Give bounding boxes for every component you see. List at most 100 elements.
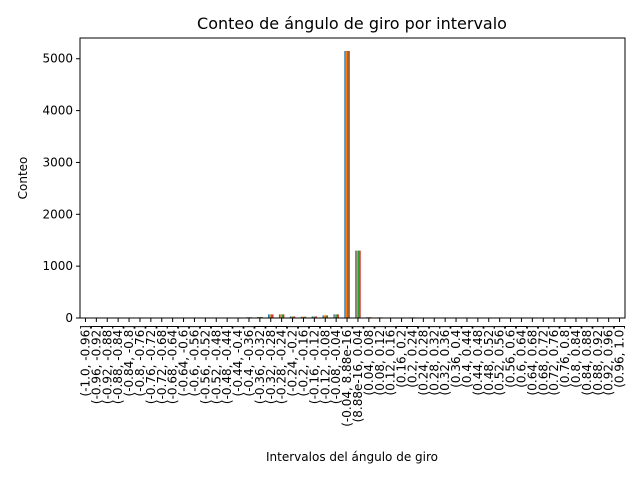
- x-tick-label: (-0.4, -0.36]: [242, 325, 256, 396]
- x-tick-label: (0.04, 0.08]: [362, 325, 376, 395]
- bar-stripe: [289, 316, 292, 318]
- x-tick-label: (0.68, 0.72]: [536, 325, 550, 395]
- bar-group: [82, 50, 623, 319]
- bar: [355, 250, 361, 318]
- bar: [311, 316, 318, 318]
- x-tick-label: (8.88e-16, 0.04]: [351, 325, 365, 422]
- bar-stripe: [347, 50, 349, 319]
- y-tick-label: 5000: [42, 52, 73, 66]
- bar-stripe: [337, 314, 339, 318]
- x-tick-label: (0.4, 0.44]: [460, 325, 474, 388]
- bar-stripe: [326, 315, 328, 318]
- bar: [333, 314, 339, 318]
- x-tick-label: (0.6, 0.64]: [514, 325, 528, 388]
- x-tick-label: (-0.84, -0.8]: [122, 325, 136, 396]
- x-tick-label: (0.92, 0.96]: [602, 325, 616, 395]
- bar-stripe: [261, 316, 263, 318]
- x-tick-label: (-0.16, -0.12]: [307, 325, 321, 404]
- bar-stripe: [272, 314, 274, 318]
- bar-stripe: [355, 250, 357, 318]
- bar-stripe: [270, 314, 273, 318]
- bar-stripe: [283, 314, 285, 318]
- x-tick-label: (0.84, 0.88]: [580, 325, 594, 395]
- x-tick-label: (-0.68, -0.64]: [166, 325, 180, 404]
- bar-stripe: [281, 314, 284, 318]
- bar: [257, 316, 263, 318]
- bar-stripe: [280, 314, 282, 318]
- x-tick-label: (-0.2, -0.16]: [296, 325, 310, 396]
- bar-stripe: [323, 315, 326, 318]
- bar-stripe: [269, 314, 271, 318]
- bar-stripe: [304, 316, 307, 318]
- bar-stripe: [348, 50, 350, 319]
- x-tick-label: (0.72, 0.76]: [547, 325, 561, 395]
- x-tick-label: (-0.52, -0.48]: [209, 325, 223, 404]
- x-tick-label: (0.12, 0.16]: [384, 325, 398, 395]
- bar-stripe: [345, 50, 348, 319]
- bar-stripe: [257, 316, 259, 318]
- x-tick-label: (-0.64, -0.6]: [177, 325, 191, 396]
- x-tick-label: (0.56, 0.6]: [504, 325, 518, 388]
- bar-stripe: [291, 316, 293, 318]
- x-tick-label: (-0.12, -0.08]: [318, 325, 332, 404]
- bar: [344, 50, 350, 319]
- bar-stripe: [336, 314, 338, 318]
- y-tick-label: 4000: [42, 104, 73, 118]
- chart-title: Conteo de ángulo de giro por intervalo: [197, 14, 507, 33]
- bar-stripe: [302, 316, 304, 318]
- x-axis-label: Intervalos del ángulo de giro: [266, 450, 438, 464]
- bar-stripe: [278, 314, 281, 318]
- y-tick-label: 1000: [42, 259, 73, 273]
- x-tick-label: (0.36, 0.4]: [449, 325, 463, 388]
- x-tick-label: (-0.92, -0.88]: [100, 325, 114, 404]
- x-tick-label: (0.08, 0.12]: [373, 325, 387, 395]
- x-axis: (-1.0, -0.96](-0.96, -0.92](-0.92, -0.88…: [78, 318, 627, 427]
- x-tick-label: (-0.72, -0.68]: [155, 325, 169, 404]
- bar-stripe: [300, 316, 303, 318]
- x-tick-label: (-0.24, -0.2]: [286, 325, 300, 396]
- y-tick-label: 2000: [42, 207, 73, 221]
- x-tick-label: (0.16, 0.2]: [395, 325, 409, 388]
- x-tick-label: (-1.0, -0.96]: [78, 325, 92, 396]
- bar-stripe: [311, 316, 313, 318]
- x-tick-label: (0.52, 0.56]: [493, 325, 507, 395]
- x-tick-label: (0.48, 0.52]: [482, 325, 496, 395]
- x-tick-label: (0.96, 1.0]: [613, 325, 627, 388]
- bar-stripe: [344, 50, 346, 319]
- bar-stripe: [312, 316, 315, 318]
- bar-stripe: [356, 250, 358, 318]
- y-axis: 0 1000 2000 3000 4000 5000: [42, 52, 80, 325]
- x-tick-label: (-0.36, -0.32]: [253, 325, 267, 404]
- x-tick-label: (0.88, 0.92]: [591, 325, 605, 395]
- x-tick-label: (-0.08, -0.04]: [329, 325, 343, 404]
- bar: [300, 316, 307, 318]
- y-tick-label: 0: [65, 311, 73, 325]
- bar-stripe: [333, 314, 335, 318]
- bar-stripe: [303, 316, 305, 318]
- bar-stripe: [268, 314, 270, 318]
- bar-stripe: [292, 316, 294, 318]
- x-tick-label: (-0.96, -0.92]: [89, 325, 103, 404]
- x-tick-label: (0.2, 0.24]: [405, 325, 419, 388]
- x-tick-label: (-0.76, -0.72]: [144, 325, 158, 404]
- x-tick-label: (0.28, 0.32]: [427, 325, 441, 395]
- bar-stripe: [322, 315, 324, 318]
- x-tick-label: (0.8, 0.84]: [569, 325, 583, 388]
- x-tick-label: (0.44, 0.48]: [471, 325, 485, 395]
- bar-stripe: [315, 316, 318, 318]
- y-axis-label: Conteo: [16, 157, 30, 200]
- x-tick-label: (-0.32, -0.28]: [264, 325, 278, 404]
- x-tick-label: (0.24, 0.28]: [416, 325, 430, 395]
- x-tick-label: (0.32, 0.36]: [438, 325, 452, 395]
- x-tick-label: (0.64, 0.68]: [525, 325, 539, 395]
- bar-stripe: [259, 316, 262, 318]
- x-tick-label: (-0.04, 8.88e-16]: [340, 325, 354, 427]
- x-tick-label: (-0.88, -0.84]: [111, 325, 125, 404]
- bar-stripe: [357, 250, 360, 318]
- bar-stripe: [359, 250, 361, 318]
- x-tick-label: (0.76, 0.8]: [558, 325, 572, 388]
- bar: [268, 314, 274, 318]
- bar: [278, 314, 285, 318]
- bar: [322, 315, 328, 318]
